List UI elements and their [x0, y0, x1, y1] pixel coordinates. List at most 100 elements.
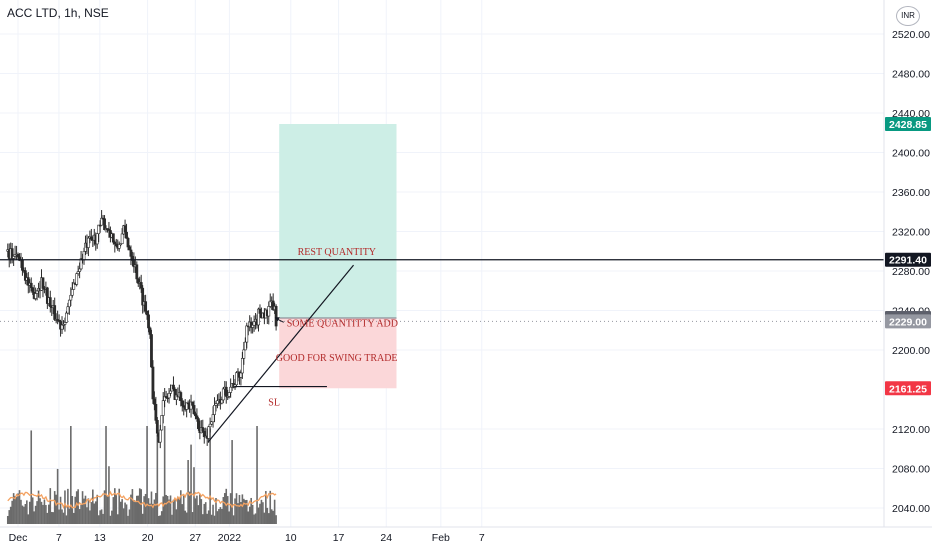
volume-bar [114, 488, 116, 524]
candle-down [148, 327, 152, 335]
volume-bar [222, 497, 225, 524]
volume-bar [48, 504, 50, 524]
volume-bar [50, 511, 53, 524]
candle-down [111, 233, 115, 243]
candle-up [239, 372, 243, 378]
volume-bar [218, 509, 220, 524]
x-tick-label: 2022 [218, 532, 242, 544]
candle-up [213, 405, 216, 415]
candle-down [153, 398, 156, 405]
candle-up [79, 258, 83, 270]
volume-bar [182, 495, 185, 524]
y-tick-label: 2440.00 [892, 108, 930, 120]
volume-bar [21, 505, 24, 524]
volume-bar [210, 514, 213, 524]
volume-bar [71, 496, 74, 524]
y-tick-label: 2200.00 [892, 345, 930, 357]
volume-bar [235, 493, 238, 524]
volume-bar [119, 501, 122, 524]
candle-up [240, 358, 244, 374]
candle-up [82, 251, 86, 261]
candle-down [191, 401, 194, 406]
candle-down [139, 282, 143, 289]
volume-bar [31, 497, 34, 524]
volume-bar [131, 489, 134, 524]
volume-bar [259, 503, 261, 524]
candle-up [72, 282, 76, 290]
candle-down [31, 287, 35, 293]
candle-up [65, 312, 68, 323]
candle-down [201, 427, 205, 432]
candle-up [167, 392, 171, 399]
candle-up [267, 306, 271, 317]
candle-up [78, 268, 82, 272]
candle-down [172, 384, 175, 390]
volume-bar [102, 513, 104, 524]
candle-up [67, 299, 71, 308]
candle-down [53, 305, 57, 320]
volume-bar [37, 490, 40, 524]
volume-bar [200, 499, 203, 524]
volume-bar [150, 491, 153, 524]
candle-up [245, 325, 249, 343]
volume-bar [257, 507, 260, 524]
candle-up [242, 349, 246, 359]
volume-bar [196, 495, 198, 524]
candle-up [158, 429, 162, 443]
candle-down [274, 306, 278, 327]
volume-bar [55, 494, 57, 524]
volume-bar [212, 504, 214, 524]
volume-bar [134, 502, 137, 524]
candle-up [207, 426, 211, 439]
volume-bar [232, 515, 235, 524]
candle-up [34, 293, 38, 299]
volume-bar [111, 510, 113, 524]
volume-bar [226, 496, 229, 524]
volume-bar [49, 488, 52, 524]
volume-bar [172, 499, 175, 524]
candle-up [69, 294, 73, 301]
candle-up [119, 243, 123, 245]
volume-bar [153, 499, 156, 524]
price-label-badge [885, 252, 931, 267]
stop-loss-zone [279, 318, 397, 389]
volume-bar [86, 507, 88, 524]
x-tick-label: 17 [333, 532, 345, 544]
volume-bar [273, 499, 276, 524]
volume-bar [201, 514, 204, 524]
volume-moving-average [7, 490, 277, 510]
candle-up [163, 396, 167, 401]
volume-bar [262, 502, 264, 524]
y-tick-label: 2280.00 [892, 266, 930, 278]
candle-up [220, 399, 224, 404]
volume-bar [194, 498, 197, 524]
volume-bar [275, 515, 277, 524]
currency-badge[interactable]: INR [896, 6, 920, 26]
volume-bar [46, 512, 49, 524]
y-tick-label: 2040.00 [892, 503, 930, 515]
volume-bar [116, 514, 119, 524]
volume-bar [81, 491, 84, 524]
candle-up [235, 372, 238, 386]
volume-bar [149, 503, 151, 524]
volume-bar [260, 499, 263, 524]
volume-bar [84, 495, 87, 524]
volume-bar [251, 504, 254, 524]
volume-bar [238, 494, 241, 524]
volume-bar [94, 501, 97, 524]
volume-bar [168, 499, 170, 524]
volume-bar [204, 502, 207, 524]
candle-up [169, 390, 172, 394]
candle-down [103, 218, 106, 230]
volume-bar [221, 508, 223, 524]
volume-bar [165, 494, 167, 524]
volume-bar [15, 496, 18, 524]
volume-bar [9, 506, 12, 524]
candle-up [95, 233, 99, 245]
candle-up [70, 289, 74, 296]
volume-bar [169, 495, 172, 524]
volume-bar [45, 505, 47, 524]
candle-up [229, 386, 233, 393]
